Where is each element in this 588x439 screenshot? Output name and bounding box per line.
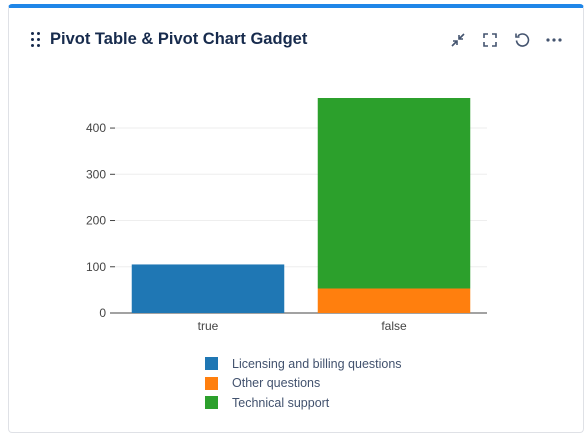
- bar-licensing-and-billing-questions: [131, 264, 285, 313]
- legend-item[interactable]: Other questions: [205, 374, 402, 394]
- chart-svg: 0 100 200 300 400 true false: [86, 98, 487, 333]
- gadget-header: Pivot Table & Pivot Chart Gadget: [9, 8, 583, 70]
- legend-swatch: [205, 396, 218, 410]
- x-tick-label: true: [198, 319, 219, 333]
- gadget-actions: [447, 29, 565, 55]
- legend-label: Technical support: [232, 395, 330, 410]
- fullscreen-icon[interactable]: [479, 29, 501, 51]
- y-tick-label: 0: [99, 306, 106, 320]
- minimize-icon[interactable]: [447, 29, 469, 51]
- refresh-icon[interactable]: [511, 29, 533, 51]
- bar-technical-support: [317, 98, 471, 289]
- bar-other-questions: [317, 288, 471, 313]
- more-options-icon[interactable]: [543, 29, 565, 51]
- drag-handle-icon[interactable]: [31, 32, 43, 48]
- y-tick-label: 100: [86, 260, 106, 274]
- gadget-title: Pivot Table & Pivot Chart Gadget: [50, 30, 308, 48]
- legend-item[interactable]: Licensing and billing questions: [205, 354, 402, 374]
- x-tick-label: false: [381, 319, 407, 333]
- y-tick-label: 200: [86, 214, 106, 228]
- pivot-chart: 0 100 200 300 400 true false: [9, 68, 585, 348]
- chart-legend: Licensing and billing questions Other que…: [205, 354, 402, 413]
- legend-label: Licensing and billing questions: [232, 356, 402, 371]
- legend-swatch: [205, 357, 218, 371]
- y-tick-label: 400: [86, 121, 106, 135]
- legend-label: Other questions: [232, 376, 321, 391]
- y-tick-label: 300: [86, 167, 106, 181]
- legend-item[interactable]: Technical support: [205, 393, 402, 413]
- pivot-gadget-card: Pivot Table & Pivot Chart Gadget: [8, 4, 584, 433]
- legend-swatch: [205, 376, 218, 390]
